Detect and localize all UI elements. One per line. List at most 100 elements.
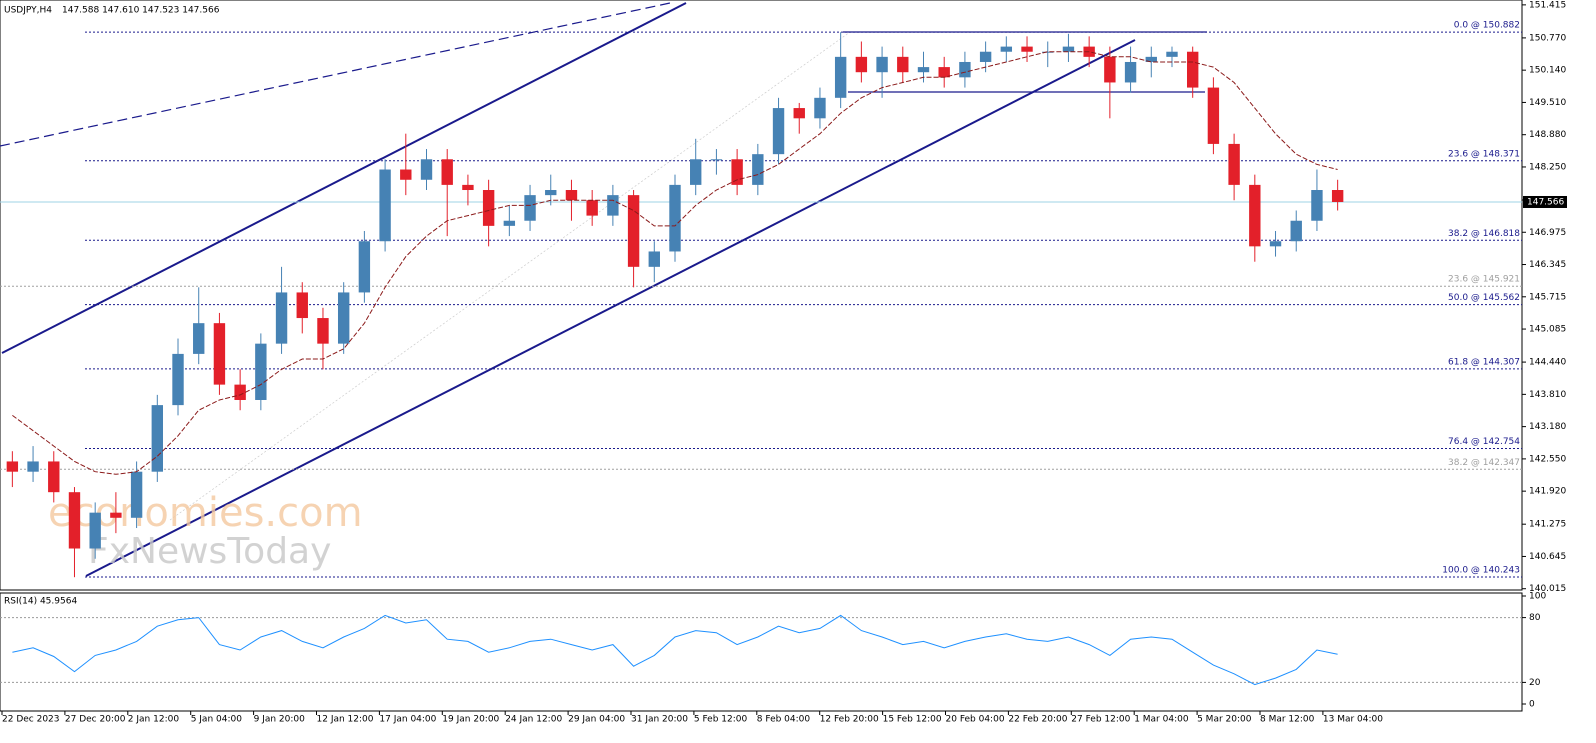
y-tick-label: 143.180 [1529,422,1566,432]
fib-label: 76.4 @ 142.754 [1448,437,1520,447]
fib-label: 100.0 @ 140.243 [1442,566,1520,576]
x-tick-label: 24 Jan 12:00 [505,715,562,725]
channel-line [85,39,1136,577]
candle-body [690,159,702,185]
y-tick-label: 151.415 [1529,0,1566,10]
price-tag-label: 147.566 [1527,197,1564,207]
candle-body [296,292,308,319]
candle-body [255,343,267,400]
candle-body [462,184,474,191]
x-tick-label: 20 Feb 04:00 [946,715,1005,725]
candle-body [938,67,950,78]
candle-body [1228,143,1240,185]
main-panel [0,0,1523,591]
candle-body [834,56,847,98]
rsi-line [12,614,1338,686]
candle-body [648,251,660,267]
candle-body [68,492,81,549]
candle-body [917,67,930,73]
candle-body [89,512,101,549]
candle-body [1145,56,1157,62]
y-tick-label: 0 [1529,700,1535,710]
x-tick-label: 13 Mar 04:00 [1323,715,1383,725]
x-tick-label: 22 Dec 2023 [2,715,60,725]
candle-body [1186,51,1199,88]
candle-body [1042,51,1054,53]
fib-line [169,31,851,521]
fib-label: 0.0 @ 150.882 [1454,21,1520,31]
candle-body [1249,184,1261,247]
x-tick-label: 2 Jan 12:00 [128,715,180,725]
candle-body [876,56,888,73]
y-tick-label: 146.975 [1529,228,1566,238]
candle-body [1269,241,1282,247]
x-tick-label: 5 Feb 12:00 [694,715,748,725]
candle-body [441,159,453,185]
candle-body [1104,56,1116,83]
watermark-text: FxNewsToday [88,531,331,572]
y-tick-label: 140.015 [1529,584,1566,594]
y-tick-label: 20 [1529,678,1541,688]
fib-label: 61.8 @ 144.307 [1448,357,1520,367]
candle-body [151,405,164,472]
candle-body [6,461,19,472]
candle-body [814,97,826,119]
candle-body [358,241,371,293]
y-tick-label: 149.510 [1529,98,1566,108]
x-tick-label: 17 Jan 04:00 [379,715,436,725]
candle-body [275,292,288,344]
candle-body [1207,87,1220,144]
x-tick-label: 5 Jan 04:00 [191,715,243,725]
candle-body [48,461,60,493]
x-tick-label: 27 Feb 12:00 [1071,715,1130,725]
y-tick-label: 142.550 [1529,454,1566,464]
candle-body [607,195,619,216]
watermark: economies.com FxNewsToday [48,490,363,572]
y-tick-label: 148.880 [1529,130,1566,140]
y-tick-label: 150.140 [1529,66,1566,76]
candle-body [1124,61,1137,83]
y-tick-label: 143.810 [1529,390,1566,400]
candle-body [172,353,184,406]
candle-body [1331,190,1344,202]
candle-body [979,51,992,62]
candle-body [482,190,495,226]
candle-body [337,292,350,344]
y-tick-label: 150.770 [1529,33,1566,43]
candle-body [193,323,205,354]
candle-body [897,56,909,73]
x-tick-label: 12 Feb 20:00 [820,715,879,725]
candle-body [317,318,329,344]
y-tick-label: 141.920 [1529,487,1566,497]
candle-body [1166,51,1178,57]
trend-line [0,2,671,147]
candle-body [400,169,412,180]
fib-label: 38.2 @ 142.347 [1448,458,1520,468]
candle-body [420,159,433,180]
chart-title: USDJPY,H4 [4,6,52,16]
candle-body [586,200,598,216]
candle-body [130,471,143,518]
x-tick-label: 27 Dec 20:00 [65,715,126,725]
moving-average [12,51,1338,475]
candle-body [627,195,640,267]
candle-body [110,512,122,518]
y-tick-label: 145.085 [1529,325,1566,335]
x-tick-label: 22 Feb 20:00 [1008,715,1067,725]
price-tag [1523,195,1567,208]
candle-body [772,108,785,155]
x-tick-label: 1 Mar 04:00 [1134,715,1189,725]
candle-body [1062,46,1075,52]
y-tick-label: 144.440 [1529,358,1566,368]
candle-body [710,159,723,161]
fib-label: 38.2 @ 146.818 [1448,229,1520,239]
x-tick-label: 19 Jan 20:00 [442,715,499,725]
candle-body [793,108,805,119]
y-tick-label: 146.345 [1529,260,1566,270]
x-tick-label: 29 Jan 04:00 [568,715,625,725]
x-tick-label: 5 Mar 20:00 [1197,715,1252,725]
x-tick-label: 9 Jan 20:00 [254,715,306,725]
x-tick-label: 8 Mar 12:00 [1260,715,1315,725]
candle-body [1311,190,1323,221]
